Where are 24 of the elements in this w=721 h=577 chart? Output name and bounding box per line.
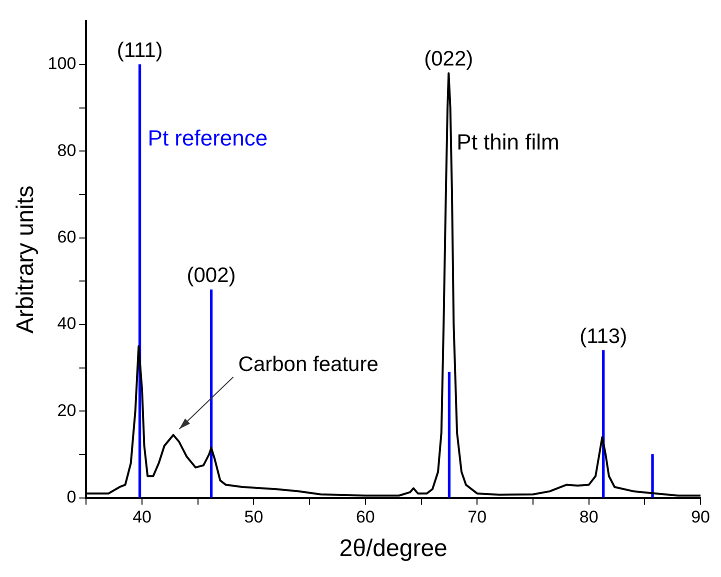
annotation: (002) [186, 264, 236, 288]
x-tick-label: 90 [691, 508, 710, 527]
y-tick-label: 100 [48, 54, 76, 74]
annotation: (113) [580, 324, 628, 348]
annotation: (111) [116, 38, 163, 62]
bar [210, 290, 213, 498]
bar [651, 454, 654, 498]
y-axis-title: Arbitrary units [12, 185, 40, 334]
series-label: Pt thin film [456, 129, 560, 154]
x-tick-label: 60 [356, 508, 375, 527]
bar [448, 372, 451, 498]
x-tick-label: 70 [468, 508, 487, 527]
annotation: Carbon feature [238, 352, 378, 376]
y-tick-label: 60 [57, 228, 76, 247]
x-tick-label: 80 [579, 508, 598, 527]
y-tick-label: 0 [66, 487, 76, 506]
x-tick-label: 50 [244, 508, 264, 527]
y-tick-label: 20 [57, 400, 76, 420]
x-tick-label: 40 [132, 508, 152, 527]
annotation: (022) [424, 47, 474, 70]
y-tick-label: 80 [57, 140, 76, 160]
series-label: Pt reference [148, 126, 268, 151]
x-axis-title: 2θ/degree [339, 535, 448, 562]
y-tick-label: 40 [57, 314, 76, 334]
